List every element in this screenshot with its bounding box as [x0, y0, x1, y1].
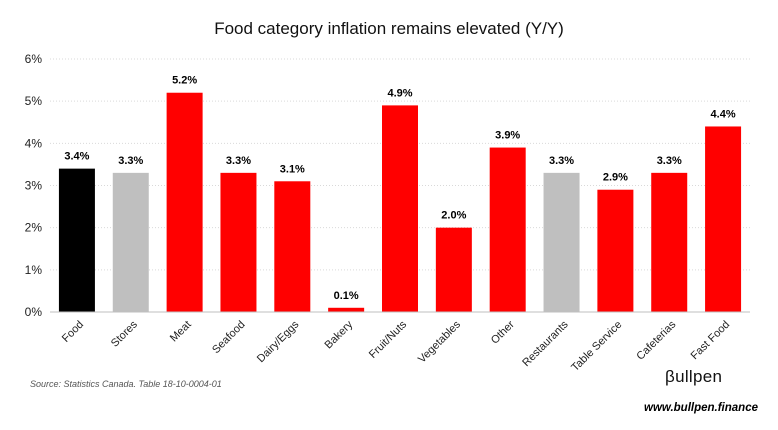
x-tick-label: Fruit/Nuts: [367, 318, 410, 361]
x-tick-label: Bakery: [323, 318, 356, 351]
x-tick-label: Cafeterias: [634, 318, 678, 362]
bar: [166, 92, 203, 312]
y-tick-label: 6%: [25, 52, 43, 66]
source-note: Source: Statistics Canada. Table 18-10-0…: [30, 379, 222, 389]
x-tick-label: Stores: [109, 318, 140, 349]
x-tick-label: Food: [60, 319, 86, 345]
bar: [328, 307, 365, 312]
data-label: 0.1%: [334, 290, 359, 302]
y-tick-label: 5%: [25, 94, 43, 108]
x-tick-label: Table Service: [569, 319, 624, 374]
brand-logo: βullpen: [665, 367, 723, 386]
y-tick-label: 3%: [25, 179, 43, 193]
x-tick-label: Restaurants: [520, 318, 571, 369]
x-tick-label: Vegetables: [416, 318, 463, 365]
y-tick-label: 0%: [25, 305, 43, 319]
chart-title: Food category inflation remains elevated…: [214, 19, 564, 38]
y-tick-label: 2%: [25, 221, 43, 235]
data-label: 2.0%: [441, 210, 466, 222]
bar: [543, 172, 580, 312]
bar: [651, 172, 688, 312]
x-axis-ticks: Food Stores Meat Seafood Dairy/Eggs Bakery Fru…: [60, 318, 732, 374]
data-label: 3.3%: [657, 155, 682, 167]
data-labels: 3.4% 3.3% 5.2% 3.3% 3.1% 0.1% 4.9% 2.0% 3.9% 3.3%…: [64, 75, 735, 302]
bar: [489, 147, 526, 312]
bar: [58, 168, 95, 312]
bar: [705, 126, 742, 312]
x-tick-label: Fast Food: [689, 319, 733, 363]
data-label: 4.4%: [711, 108, 736, 120]
data-label: 5.2%: [172, 75, 197, 87]
data-label: 3.3%: [549, 155, 574, 167]
y-axis-ticks: 0% 1% 2% 3% 4% 5% 6%: [25, 52, 43, 319]
bar: [435, 227, 472, 312]
y-tick-label: 1%: [25, 263, 43, 277]
bar: [382, 105, 418, 312]
bar: [220, 172, 257, 312]
x-tick-label: Meat: [168, 319, 194, 345]
x-tick-label: Seafood: [210, 319, 247, 356]
data-label: 3.1%: [280, 163, 305, 175]
data-label: 3.3%: [118, 155, 143, 167]
bars: [58, 92, 742, 312]
bar: [597, 189, 634, 312]
data-label: 3.4%: [64, 151, 89, 163]
brand-url: www.bullpen.finance: [644, 402, 758, 414]
bar: [274, 181, 311, 312]
data-label: 2.9%: [603, 172, 628, 184]
bar: [112, 172, 149, 312]
data-label: 4.9%: [387, 87, 412, 99]
x-tick-label: Dairy/Eggs: [255, 318, 302, 365]
y-tick-label: 4%: [25, 136, 43, 150]
x-tick-label: Other: [489, 318, 517, 346]
data-label: 3.9%: [495, 130, 520, 142]
data-label: 3.3%: [226, 155, 251, 167]
